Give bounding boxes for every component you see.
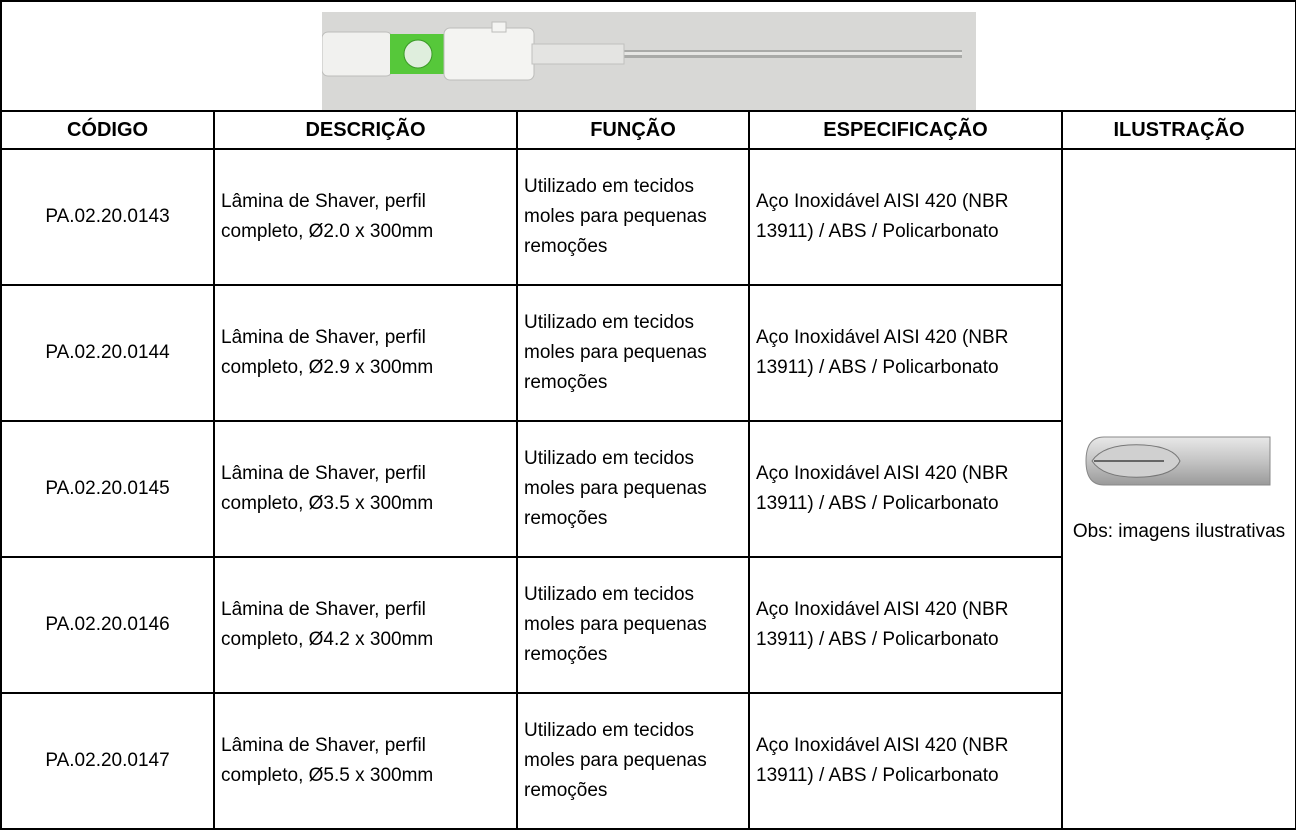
code-cell: PA.02.20.0143 bbox=[0, 148, 215, 286]
description-cell: Lâmina de Shaver, perfil completo, Ø4.2 … bbox=[213, 556, 518, 694]
header-row: CÓDIGO DESCRIÇÃO FUNÇÃO ESPECIFICAÇÃO ILUSTR… bbox=[0, 110, 1296, 150]
function-cell: Utilizado em tecidos moles para pequenas… bbox=[516, 556, 750, 694]
description-cell: Lâmina de Shaver, perfil completo, Ø2.0 … bbox=[213, 148, 518, 286]
description-cell: Lâmina de Shaver, perfil completo, Ø3.5 … bbox=[213, 420, 518, 558]
description-cell: Lâmina de Shaver, perfil completo, Ø5.5 … bbox=[213, 692, 518, 830]
column-header: FUNÇÃO bbox=[516, 110, 750, 150]
specification-cell: Aço Inoxidável AISI 420 (NBR 13911) / AB… bbox=[748, 148, 1063, 286]
table-row: PA.02.20.0145 Lâmina de Shaver, perfil co… bbox=[0, 420, 1296, 558]
table-row: PA.02.20.0146 Lâmina de Shaver, perfil co… bbox=[0, 556, 1296, 694]
function-cell: Utilizado em tecidos moles para pequenas… bbox=[516, 420, 750, 558]
code-cell: PA.02.20.0145 bbox=[0, 420, 215, 558]
specification-cell: Aço Inoxidável AISI 420 (NBR 13911) / AB… bbox=[748, 284, 1063, 422]
illustration-note: Obs: imagens ilustrativas bbox=[1072, 521, 1286, 542]
table-row: PA.02.20.0144 Lâmina de Shaver, perfil co… bbox=[0, 284, 1296, 422]
function-cell: Utilizado em tecidos moles para pequenas… bbox=[516, 148, 750, 286]
code-cell: PA.02.20.0147 bbox=[0, 692, 215, 830]
column-header: CÓDIGO bbox=[0, 110, 215, 150]
column-header: DESCRIÇÃO bbox=[213, 110, 518, 150]
column-header: ESPECIFICAÇÃO bbox=[748, 110, 1063, 150]
image-row bbox=[0, 0, 1296, 112]
function-cell: Utilizado em tecidos moles para pequenas… bbox=[516, 284, 750, 422]
product-photo-cell bbox=[0, 0, 1296, 112]
description-cell: Lâmina de Shaver, perfil completo, Ø2.9 … bbox=[213, 284, 518, 422]
column-header: ILUSTRAÇÃO bbox=[1060, 110, 1296, 150]
product-photo bbox=[321, 12, 976, 109]
code-cell: PA.02.20.0144 bbox=[0, 284, 215, 422]
specification-cell: Aço Inoxidável AISI 420 (NBR 13911) / AB… bbox=[748, 556, 1063, 694]
table-body: PA.02.20.0143 Lâmina de Shaver, perfil co… bbox=[0, 148, 1296, 830]
specification-cell: Aço Inoxidável AISI 420 (NBR 13911) / AB… bbox=[748, 420, 1063, 558]
table-row: PA.02.20.0143 Lâmina de Shaver, perfil co… bbox=[0, 148, 1296, 830]
table-row: PA.02.20.0147 Lâmina de Shaver, perfil co… bbox=[0, 692, 1296, 830]
blade-illustration bbox=[1085, 436, 1271, 486]
illustration-cell: Obs: imagens ilustrativas bbox=[1060, 148, 1296, 830]
specification-cell: Aço Inoxidável AISI 420 (NBR 13911) / AB… bbox=[748, 692, 1063, 830]
code-cell: PA.02.20.0146 bbox=[0, 556, 215, 694]
function-cell: Utilizado em tecidos moles para pequenas… bbox=[516, 692, 750, 830]
